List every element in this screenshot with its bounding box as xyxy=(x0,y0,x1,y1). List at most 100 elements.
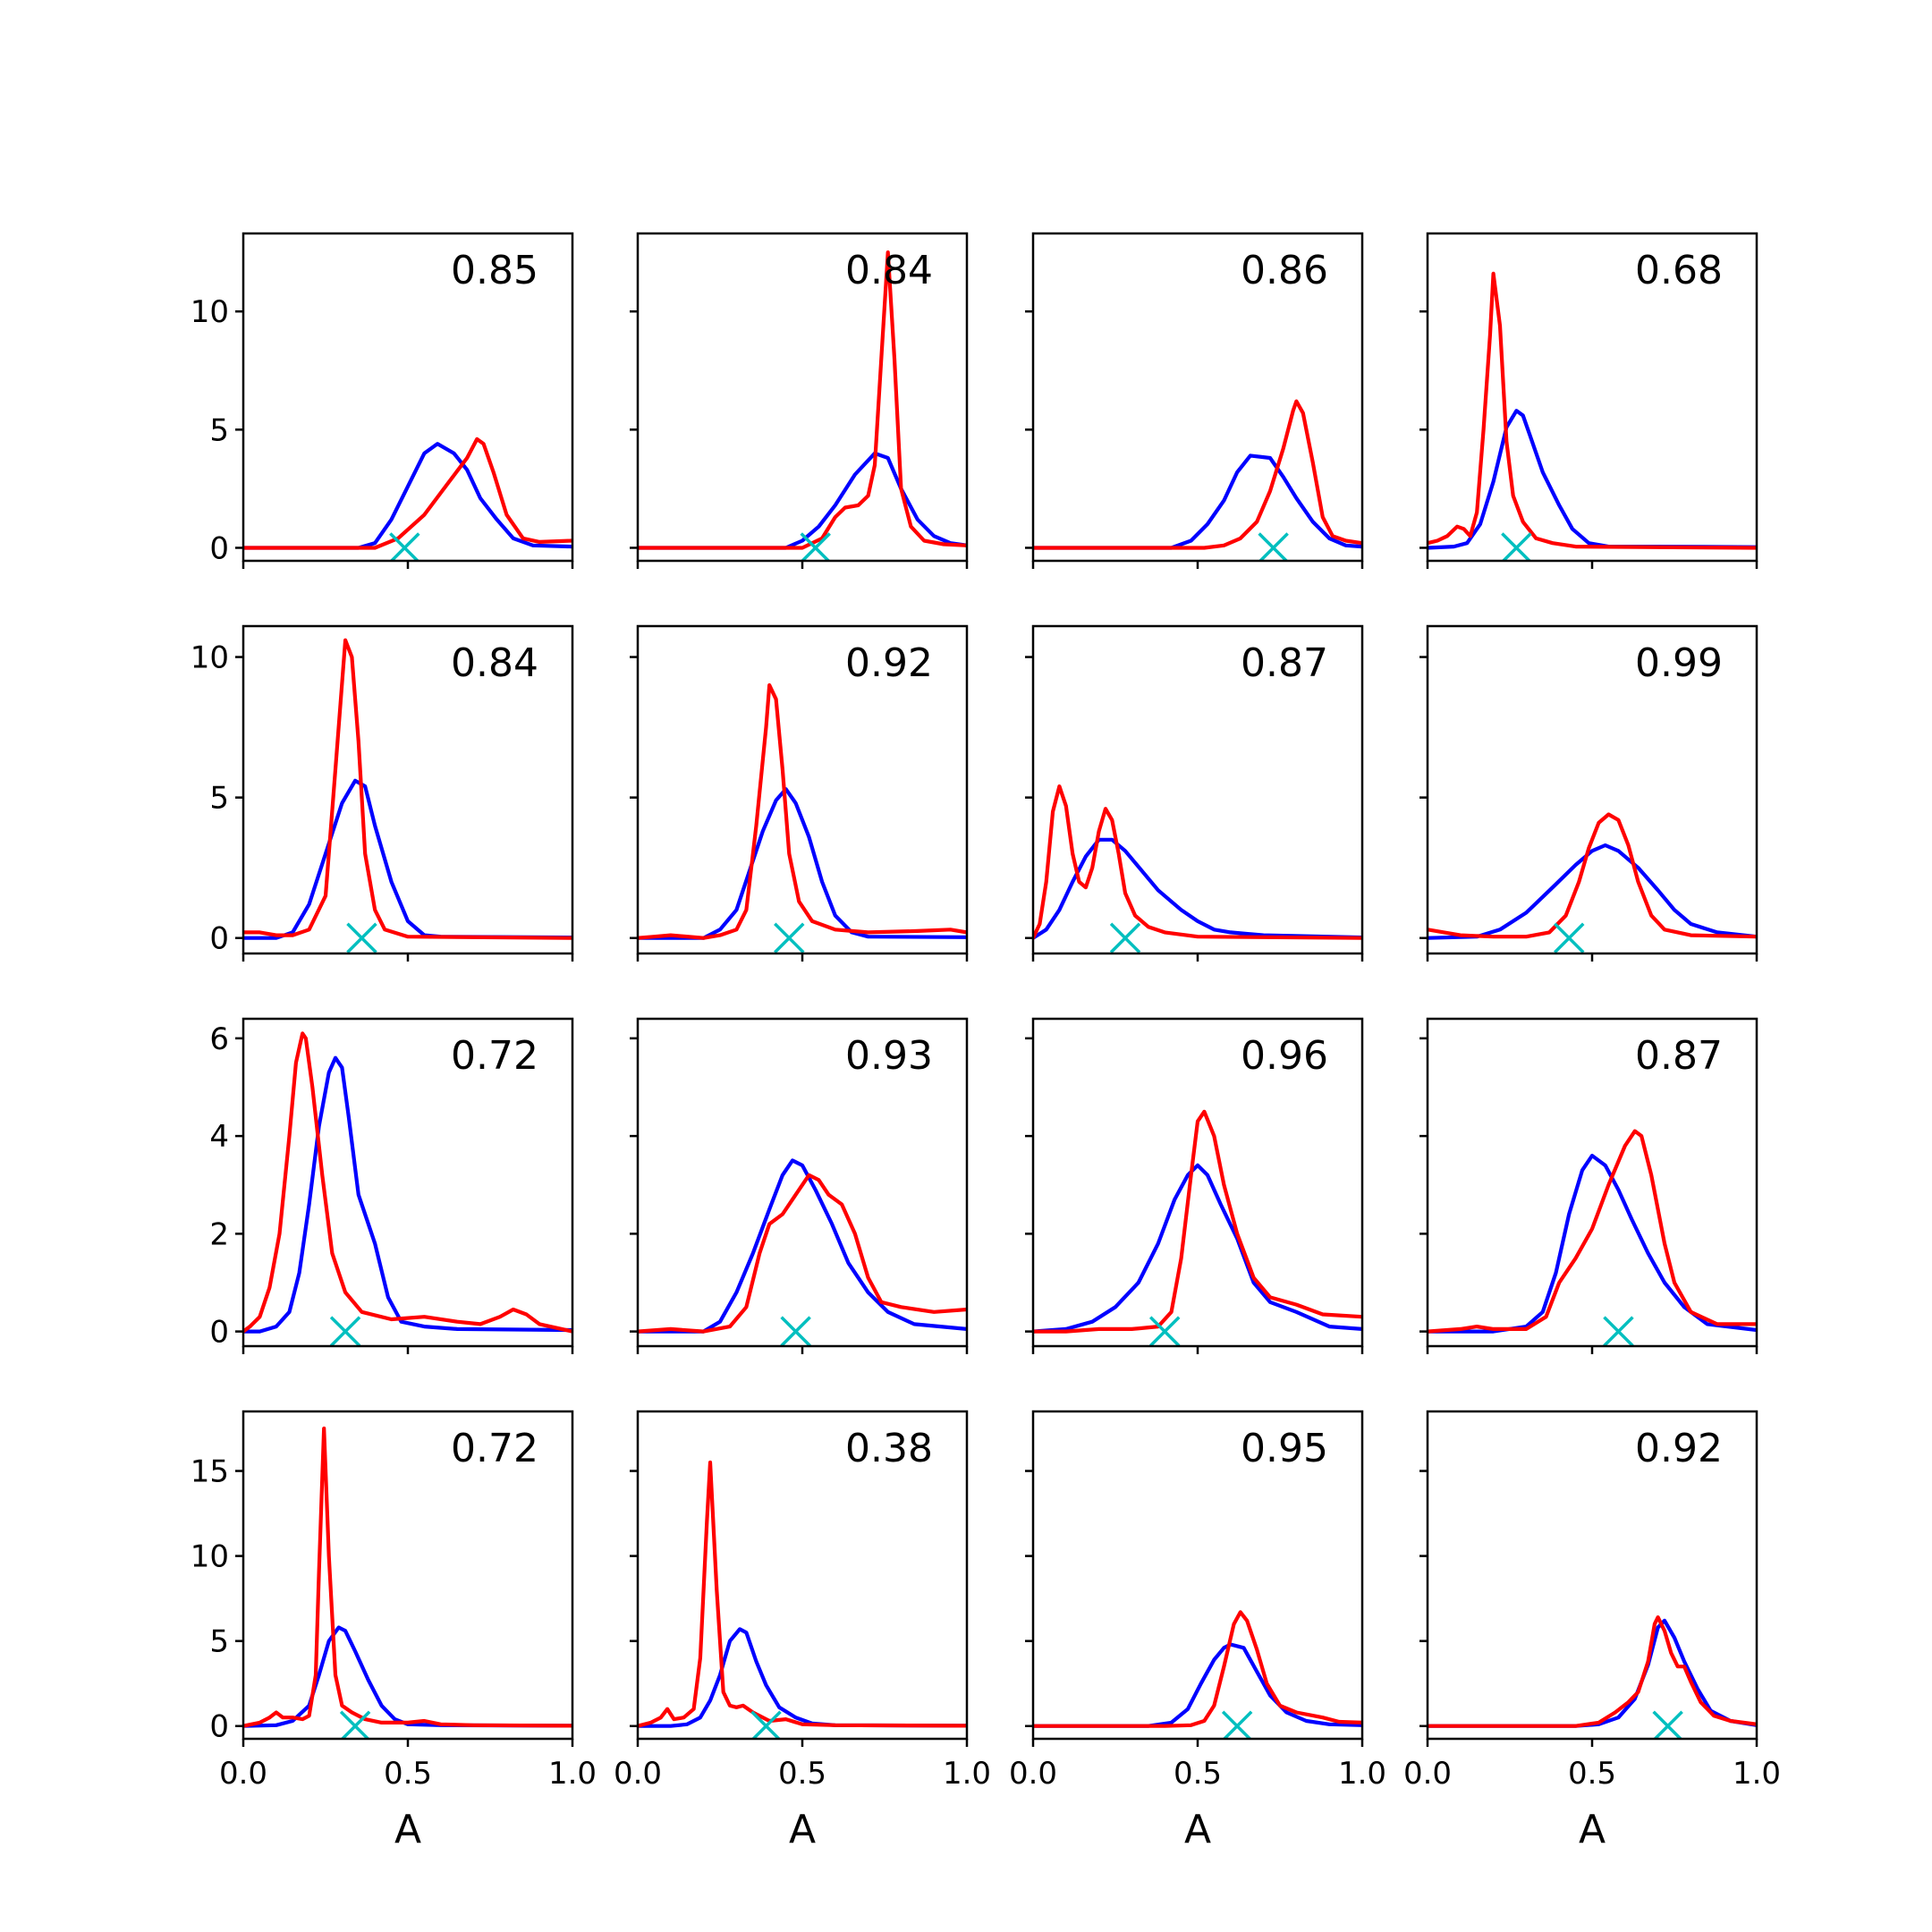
cyan-x-marker xyxy=(1652,1710,1683,1739)
panel-value-label: 0.68 xyxy=(1635,248,1723,293)
x-axis-label: A xyxy=(1579,1807,1606,1852)
x-tick-label: 1.0 xyxy=(1733,1756,1781,1792)
y-tick-label: 0 xyxy=(209,1315,229,1351)
blue-series-line xyxy=(1033,1163,1362,1334)
plot-area xyxy=(243,436,572,561)
blue-series-line xyxy=(638,1627,967,1728)
cyan-x-marker xyxy=(339,1710,371,1739)
red-series-line xyxy=(638,250,967,550)
x-tick-label: 0.5 xyxy=(1568,1756,1616,1792)
plot-area xyxy=(1033,1610,1362,1739)
red-series-line xyxy=(243,1031,572,1334)
panel-value-label: 0.86 xyxy=(1241,248,1328,293)
cyan-x-marker xyxy=(750,1710,782,1739)
red-series-line xyxy=(638,1173,967,1334)
cyan-x-marker xyxy=(1148,1316,1181,1346)
red-series-line xyxy=(1428,812,1757,939)
panel-value-label: 0.95 xyxy=(1241,1426,1328,1471)
x-tick-label: 0.0 xyxy=(614,1756,662,1792)
red-series-line xyxy=(1033,399,1362,550)
panel-3: 0.86 xyxy=(1025,232,1364,569)
panel-5: 0.84 0 5 10 xyxy=(191,624,574,962)
y-tick-label: 15 xyxy=(191,1454,229,1490)
panel-16: 0.92 0.0 0.5 1.0 A xyxy=(1403,1410,1781,1852)
plot-area xyxy=(243,638,572,953)
y-tick-label: 4 xyxy=(209,1119,229,1155)
y-tick-label: 10 xyxy=(191,1539,229,1575)
blue-series-line xyxy=(1428,843,1757,940)
red-series-line xyxy=(1033,784,1362,940)
red-series-line xyxy=(1428,1615,1757,1728)
panel-value-label: 0.99 xyxy=(1635,640,1723,686)
panel-2: 0.84 xyxy=(630,232,969,569)
panel-value-label: 0.92 xyxy=(845,640,933,686)
red-series-line xyxy=(243,638,572,940)
panel-1: 0.85 0 5 10 xyxy=(191,232,574,569)
cyan-x-marker xyxy=(1109,922,1141,953)
cyan-x-marker xyxy=(1501,532,1532,561)
blue-series-line xyxy=(1033,453,1362,550)
plot-area xyxy=(1033,784,1362,953)
plot-area xyxy=(638,1158,967,1346)
panel-value-label: 0.72 xyxy=(451,1033,538,1079)
panel-13: 0.72 0.0 0.5 1.0 A 0 5 10 15 xyxy=(191,1410,597,1852)
plot-area xyxy=(1428,271,1757,561)
x-tick-label: 1.0 xyxy=(548,1756,597,1792)
panel-value-label: 0.87 xyxy=(1241,640,1328,686)
plot-area xyxy=(243,1031,572,1346)
cyan-x-marker xyxy=(1554,922,1585,953)
panel-10: 0.93 xyxy=(630,1017,969,1354)
red-series-line xyxy=(243,436,572,550)
cyan-x-marker xyxy=(800,532,831,561)
y-tick-label: 0 xyxy=(209,921,229,957)
panel-12: 0.87 xyxy=(1419,1017,1758,1354)
red-series-line xyxy=(638,682,967,940)
red-series-line xyxy=(638,1460,967,1728)
plot-area xyxy=(638,1460,967,1739)
x-tick-label: 0.5 xyxy=(384,1756,432,1792)
y-tick-label: 2 xyxy=(209,1216,229,1252)
panel-value-label: 0.84 xyxy=(451,640,538,686)
panel-14: 0.38 0.0 0.5 1.0 A xyxy=(614,1410,991,1852)
cyan-x-marker xyxy=(1258,532,1289,561)
cyan-x-marker xyxy=(1221,1710,1253,1739)
plot-area xyxy=(1428,812,1757,953)
x-axis-label: A xyxy=(1184,1807,1211,1852)
panel-value-label: 0.92 xyxy=(1635,1426,1723,1471)
blue-series-line xyxy=(1428,409,1757,550)
y-tick-label: 0 xyxy=(209,530,229,566)
plot-area xyxy=(1428,1129,1757,1346)
panel-11: 0.96 xyxy=(1025,1017,1364,1354)
panel-value-label: 0.38 xyxy=(845,1426,933,1471)
panel-8: 0.99 xyxy=(1419,624,1758,962)
y-tick-label: 10 xyxy=(191,640,229,676)
panel-value-label: 0.96 xyxy=(1241,1033,1328,1079)
plot-area xyxy=(1033,1109,1362,1346)
x-tick-label: 1.0 xyxy=(1338,1756,1386,1792)
panel-6: 0.92 xyxy=(630,624,969,962)
cyan-x-marker xyxy=(1603,1316,1634,1346)
blue-series-line xyxy=(243,442,572,550)
red-series-line xyxy=(1428,1129,1757,1334)
x-tick-label: 1.0 xyxy=(943,1756,991,1792)
x-tick-label: 0.5 xyxy=(1174,1756,1222,1792)
plot-area xyxy=(1428,1615,1757,1739)
y-tick-label: 5 xyxy=(209,412,229,448)
panel-4: 0.68 xyxy=(1419,232,1758,569)
x-axis-label: A xyxy=(394,1807,421,1852)
panel-value-label: 0.72 xyxy=(451,1426,538,1471)
cyan-x-marker xyxy=(780,1316,811,1346)
x-axis-label: A xyxy=(789,1807,816,1852)
panel-7: 0.87 xyxy=(1025,624,1364,962)
plot-area xyxy=(243,1426,572,1739)
x-tick-label: 0.0 xyxy=(1403,1756,1452,1792)
cyan-x-marker xyxy=(774,922,805,953)
x-tick-label: 0.5 xyxy=(778,1756,826,1792)
y-tick-label: 0 xyxy=(209,1709,229,1745)
red-series-line xyxy=(1428,271,1757,550)
blue-series-line xyxy=(638,1158,967,1334)
blue-series-line xyxy=(1428,1153,1757,1334)
x-tick-label: 0.0 xyxy=(219,1756,267,1792)
blue-series-line xyxy=(243,1055,572,1334)
